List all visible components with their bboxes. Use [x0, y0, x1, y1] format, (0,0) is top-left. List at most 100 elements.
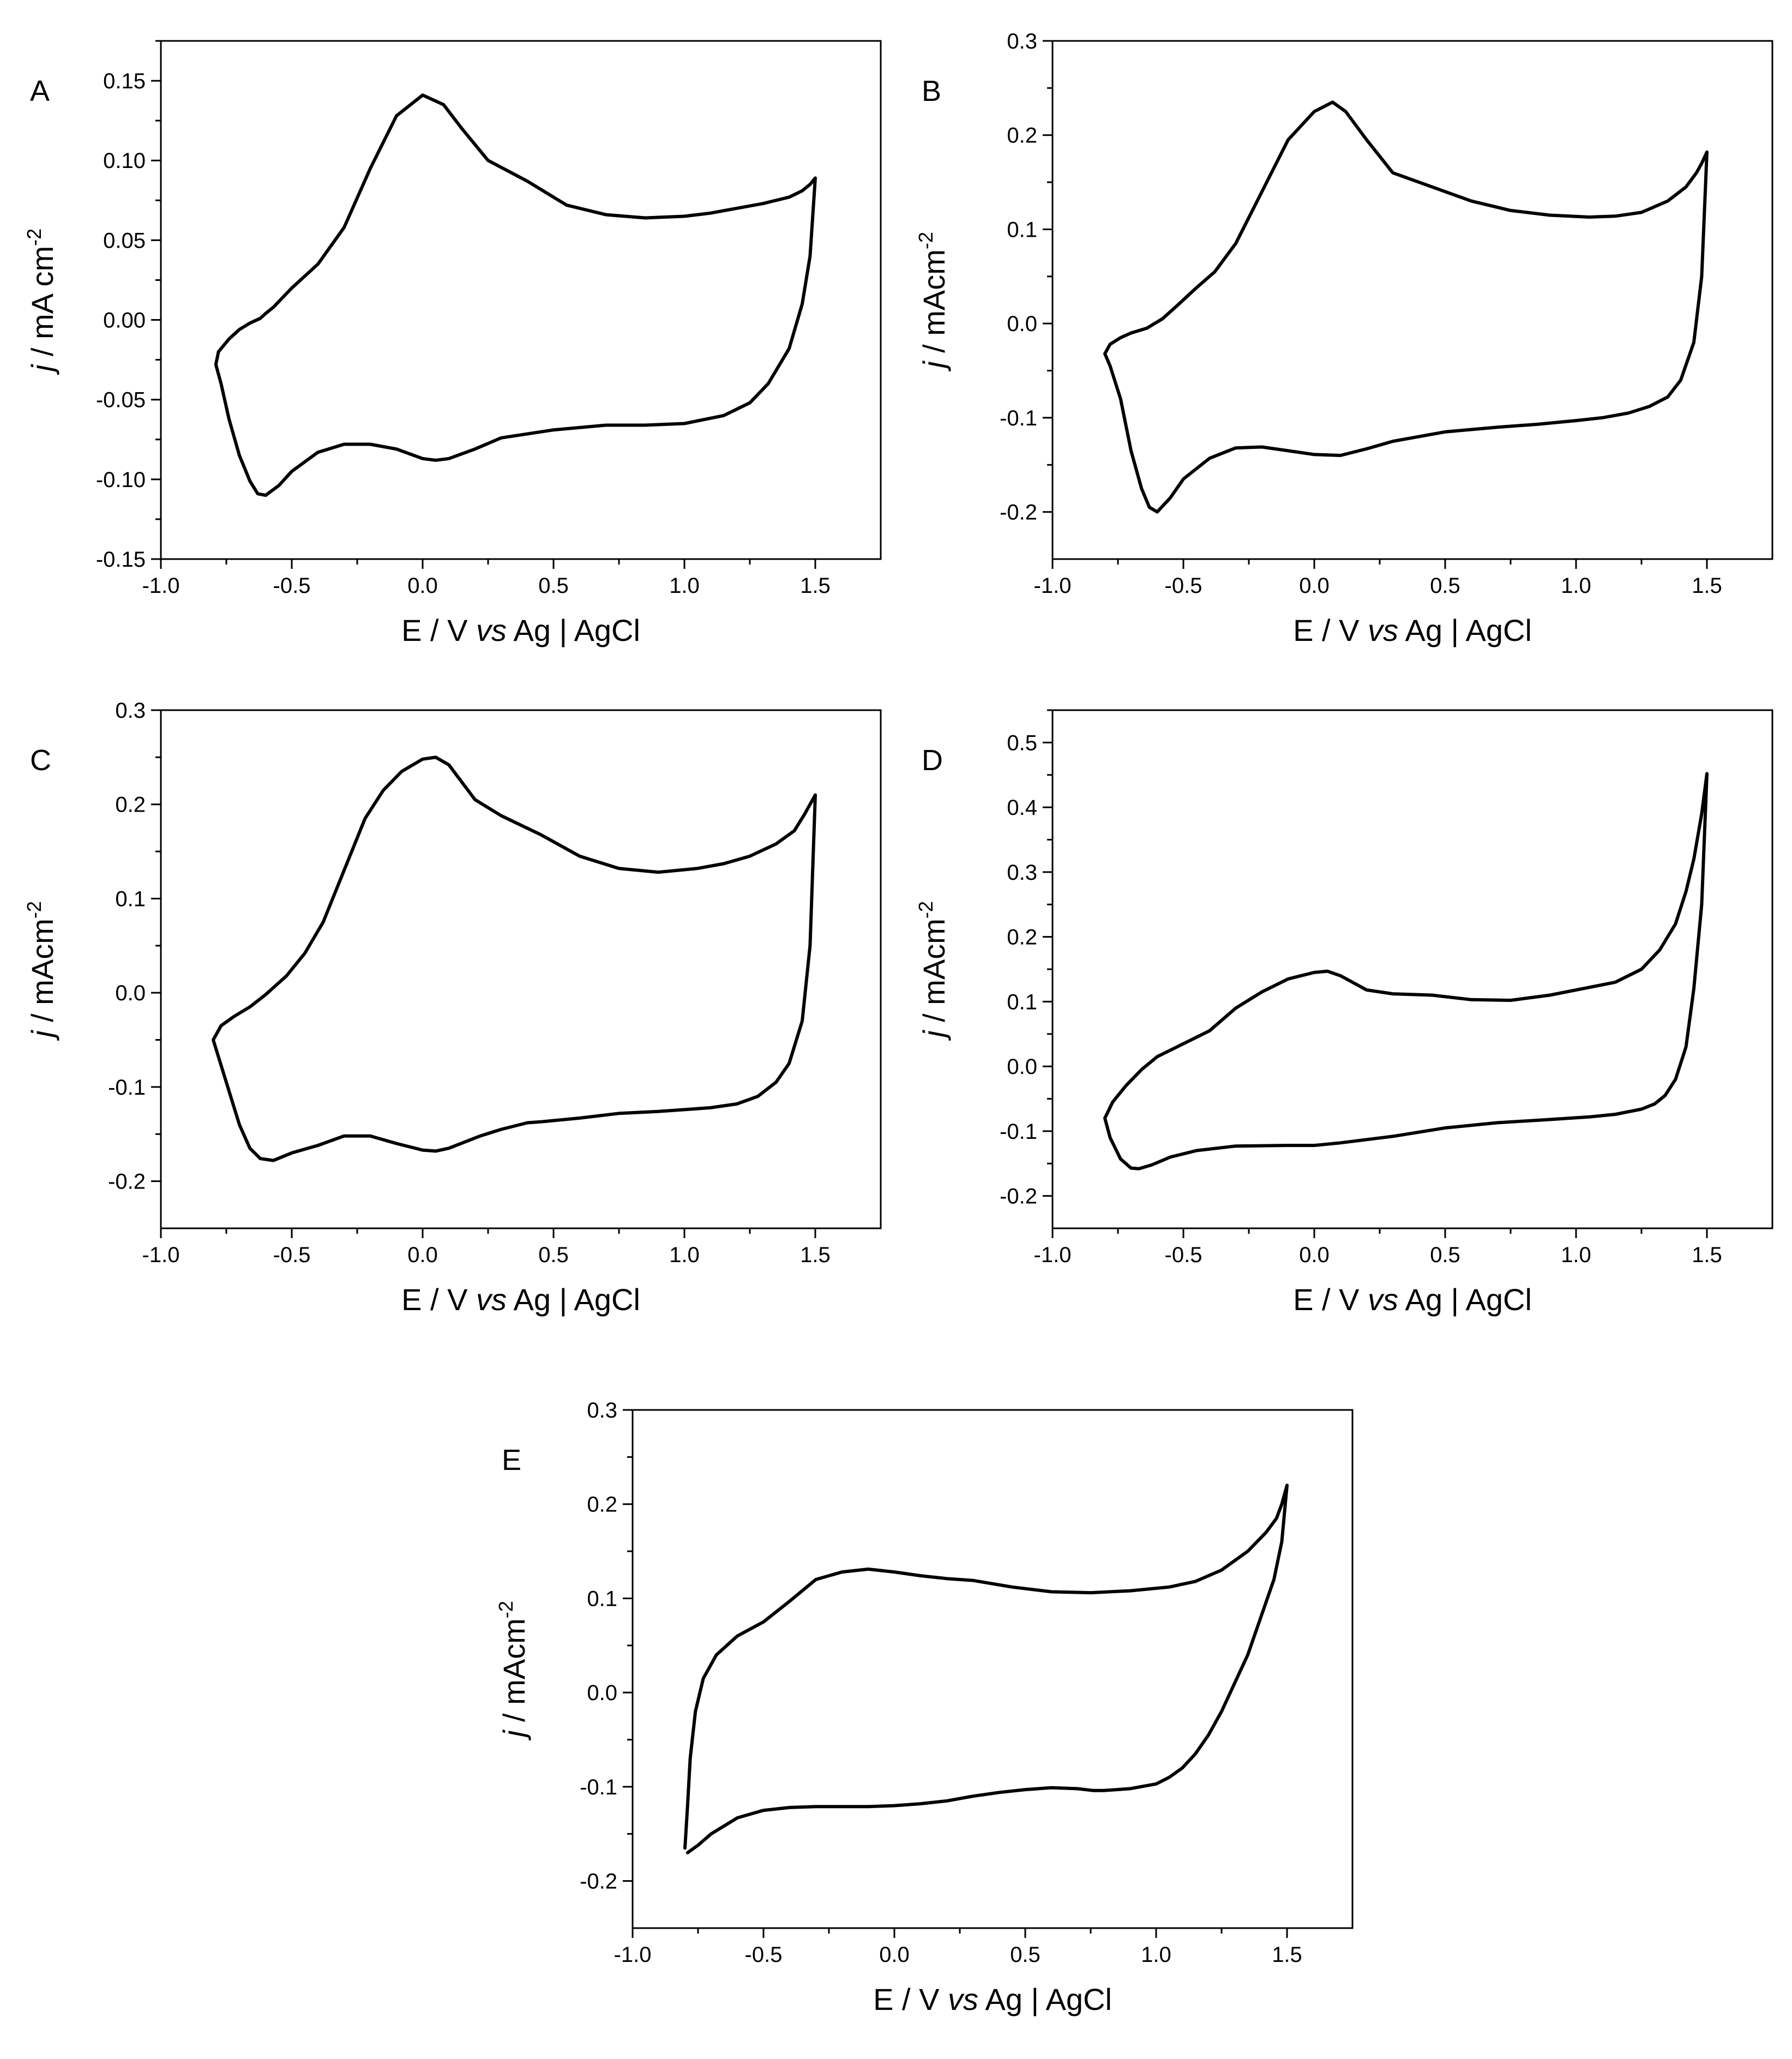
x-axis-title: E / V vs Ag | AgCl [401, 1282, 640, 1317]
x-axis-title-part: E / V [401, 1282, 476, 1317]
y-axis-title-part: / mAcm [917, 249, 951, 361]
cv-curve-b [1103, 100, 1709, 514]
x-tick-label: 0.0 [879, 1943, 910, 1967]
y-tick-label: 0.5 [1007, 731, 1037, 755]
cv-curve-d [1103, 772, 1709, 1170]
plot-frame [160, 40, 882, 560]
x-tick-label: -0.5 [745, 1943, 783, 1967]
x-tick-label: 0.5 [1430, 1243, 1460, 1267]
x-axis-title-part: Ag | AgCl [507, 1282, 640, 1317]
cv-curve-c [212, 755, 817, 1162]
y-tick-label: 0.1 [587, 1587, 617, 1611]
x-tick-label: -1.0 [1034, 574, 1072, 598]
chart-svg-b: -1.0 -0.5 0.0 0.5 1.0 1.5 -0.2 -0.1 0.0 0.1 0.2 0.3… [915, 29, 1773, 647]
chart-svg-e: -1.0 -0.5 0.0 0.5 1.0 1.5 -0.2 -0.1 0.0 0.1 0.2 0.3… [495, 1398, 1354, 2016]
y-tick-label: 0.1 [1007, 218, 1037, 242]
chart-svg-d: -1.0 -0.5 0.0 0.5 1.0 1.5 -0.2 -0.1 0.0 0.1 0.2 0.3… [915, 709, 1773, 1317]
y-tick-label: -0.15 [96, 548, 146, 572]
panel-label: B [922, 75, 941, 107]
y-tick-label: 0.00 [103, 309, 146, 333]
plot-frame [160, 709, 882, 1229]
x-tick-label: 0.5 [538, 574, 569, 598]
x-tick-label: 1.0 [1561, 574, 1591, 598]
y-tick-label: 0.3 [115, 699, 146, 723]
x-tick-label: -0.5 [1165, 1243, 1202, 1267]
y-axis-title-italic: j [25, 364, 59, 375]
x-tick-label: 0.5 [538, 1243, 569, 1267]
y-tick-label: -0.1 [580, 1775, 617, 1799]
y-tick-label: 0.0 [1007, 1055, 1037, 1079]
y-tick-label: -0.2 [108, 1170, 146, 1194]
y-axis-title: j / mAcm-2 [915, 901, 951, 1041]
x-tick-label: -0.5 [273, 1243, 311, 1267]
y-tick-label: 0.0 [115, 981, 146, 1005]
x-tick-label: 1.5 [1272, 1943, 1302, 1967]
panel-label: E [502, 1444, 521, 1476]
y-tick-label: -0.05 [96, 388, 146, 412]
y-axis-title-part: / mAcm [497, 1618, 531, 1730]
panel-label: C [30, 744, 51, 777]
y-tick-label: 0.4 [1007, 796, 1037, 820]
y-axis-title: j / mA cm-2 [23, 229, 59, 375]
chart-svg-a: -1.0 -0.5 0.0 0.5 1.0 1.5 -0.15 -0.10 -0.05 0.00 0… [23, 40, 882, 647]
chart-panel-d: -1.0 -0.5 0.0 0.5 1.0 1.5 -0.2 -0.1 0.0 0.1 0.2 0.3… [905, 683, 1778, 1359]
x-tick-label: 1.0 [1561, 1243, 1591, 1267]
y-axis-title-part: / mAcm [25, 919, 59, 1030]
y-tick-label: 0.10 [103, 149, 146, 173]
y-axis-title-superscript: -2 [495, 1601, 517, 1618]
chart-svg-c: -1.0 -0.5 0.0 0.5 1.0 1.5 -0.2 -0.1 0.0 0.1 0.2 0.3… [23, 699, 882, 1317]
y-axis-title: j / mAcm-2 [23, 901, 59, 1041]
y-tick-label: -0.2 [1000, 1185, 1037, 1209]
x-axis-title-part: E / V [873, 1982, 948, 2016]
x-axis-title: E / V vs Ag | AgCl [873, 1982, 1112, 2016]
x-axis-title-part: Ag | AgCl [978, 1982, 1112, 2016]
y-tick-label: 0.2 [587, 1493, 617, 1517]
x-tick-label: 1.5 [1692, 1243, 1722, 1267]
plot-frame [632, 1409, 1354, 1929]
y-tick-label: -0.1 [108, 1076, 146, 1100]
y-axis-title: j / mAcm-2 [915, 232, 951, 372]
y-tick-label: -0.2 [580, 1870, 617, 1894]
y-tick-label: 0.2 [115, 793, 146, 817]
y-tick-label: 0.05 [103, 229, 146, 253]
chart-panel-e: -1.0 -0.5 0.0 0.5 1.0 1.5 -0.2 -0.1 0.0 0.1 0.2 0.3… [485, 1383, 1358, 2059]
y-axis-title-italic: j [497, 1730, 531, 1741]
x-tick-label: 0.0 [407, 574, 438, 598]
y-axis-title-part: / mA cm [25, 246, 59, 365]
y-tick-label: -0.10 [96, 468, 146, 492]
y-tick-label: 0.2 [1007, 124, 1037, 148]
x-axis-title-part: Ag | AgCl [1398, 613, 1532, 647]
plot-frame [1051, 709, 1773, 1229]
panel-label: D [922, 744, 943, 777]
x-axis-title: E / V vs Ag | AgCl [1293, 1282, 1532, 1317]
y-tick-label: 0.0 [1007, 312, 1037, 336]
x-axis-title-italic: vs [476, 613, 507, 647]
y-tick-label: 0.0 [587, 1681, 617, 1705]
y-tick-label: -0.1 [1000, 406, 1037, 430]
x-tick-label: 1.0 [669, 1243, 700, 1267]
y-axis-title-part: / mAcm [917, 919, 951, 1030]
x-axis-title-part: Ag | AgCl [507, 613, 640, 647]
x-axis-title: E / V vs Ag | AgCl [1293, 613, 1532, 647]
cv-curve-e [683, 1484, 1289, 1854]
x-axis-title: E / V vs Ag | AgCl [401, 613, 640, 647]
y-axis-title-superscript: -2 [23, 901, 45, 919]
cv-curve-a [214, 93, 817, 497]
x-tick-label: 0.5 [1010, 1943, 1041, 1967]
x-tick-label: -1.0 [614, 1943, 652, 1967]
y-tick-label: -0.2 [1000, 501, 1037, 525]
chart-panel-c: -1.0 -0.5 0.0 0.5 1.0 1.5 -0.2 -0.1 0.0 0.1 0.2 0.3… [14, 683, 886, 1359]
x-axis-title-part: E / V [401, 613, 476, 647]
x-tick-label: -1.0 [1034, 1243, 1072, 1267]
x-tick-label: 0.5 [1430, 574, 1460, 598]
y-tick-label: 0.1 [115, 887, 146, 911]
y-tick-label: 0.15 [103, 69, 146, 93]
x-axis-title-italic: vs [1368, 1282, 1398, 1317]
y-tick-label: 0.3 [1007, 861, 1037, 885]
x-tick-label: 0.0 [407, 1243, 438, 1267]
chart-panel-a: -1.0 -0.5 0.0 0.5 1.0 1.5 -0.15 -0.10 -0.05 0.00 0… [14, 14, 886, 690]
x-tick-label: 1.5 [1692, 574, 1722, 598]
x-axis-title-italic: vs [948, 1982, 978, 2016]
y-axis-title-italic: j [25, 1030, 59, 1041]
x-tick-label: -0.5 [1165, 574, 1202, 598]
